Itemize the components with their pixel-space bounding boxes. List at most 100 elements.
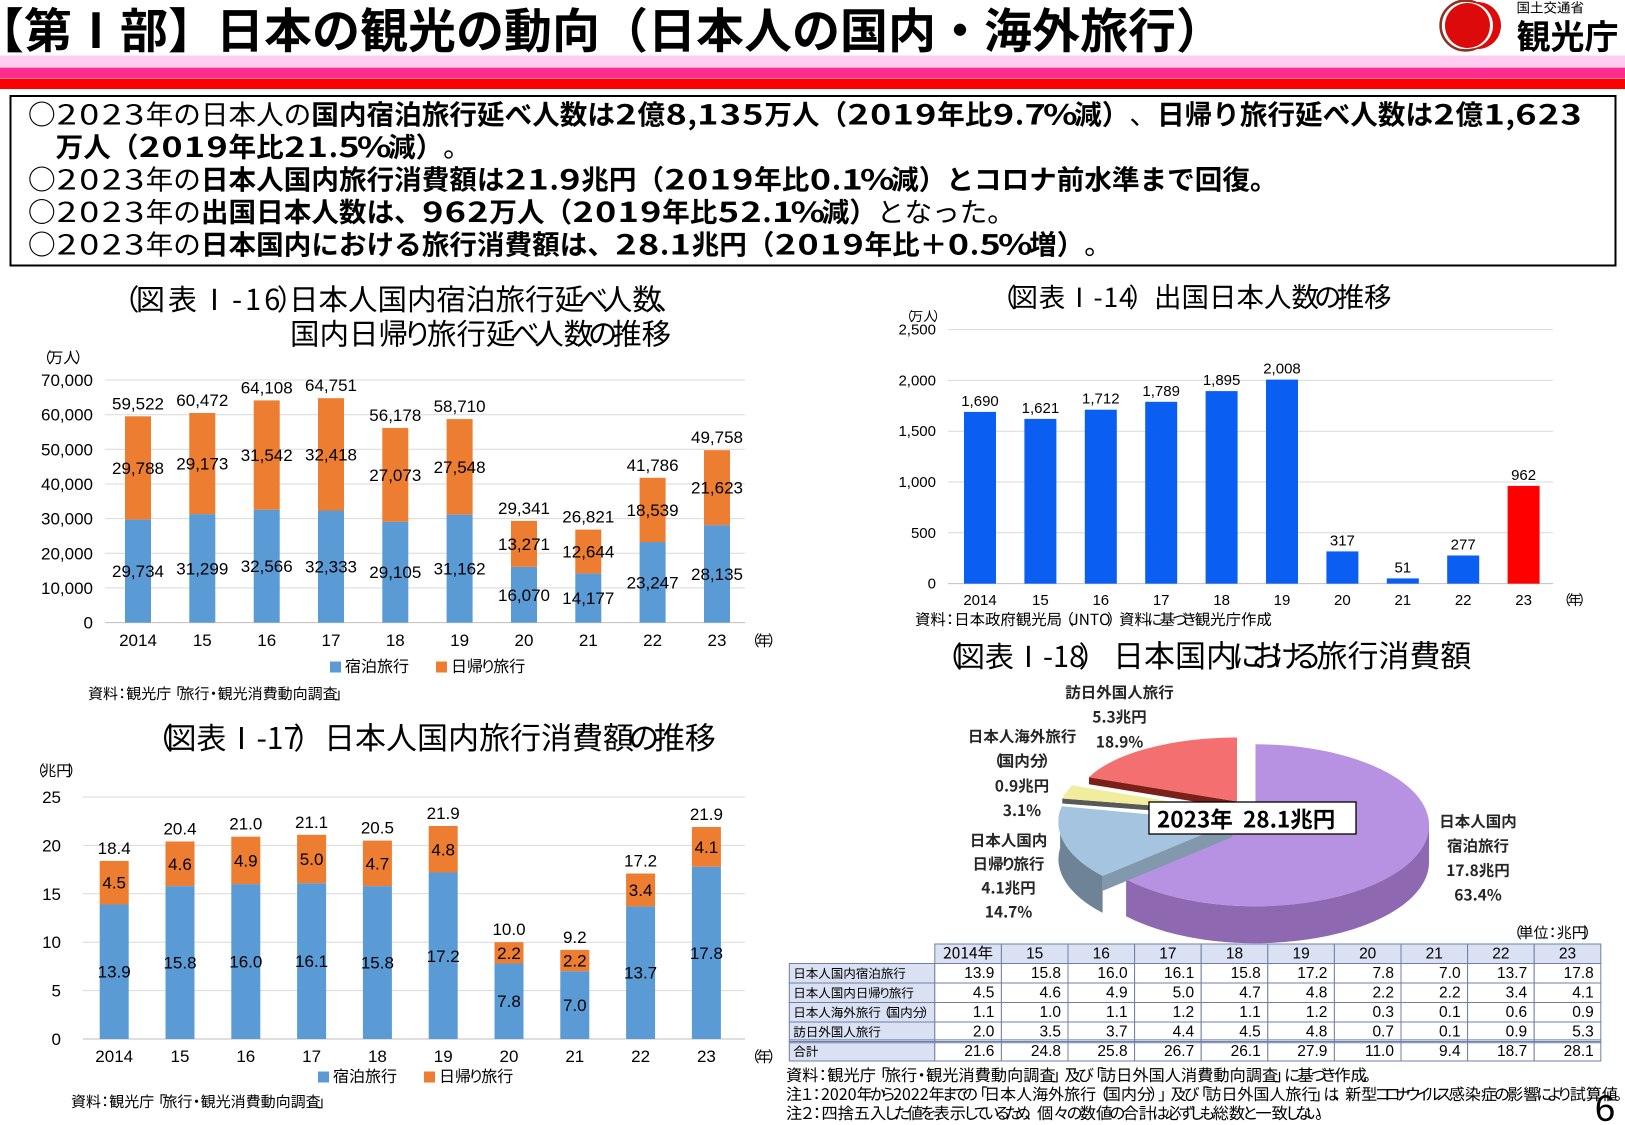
svg-text:4.9: 4.9 <box>234 851 258 870</box>
svg-text:5.3: 5.3 <box>1572 1024 1594 1041</box>
svg-text:20: 20 <box>1334 592 1351 609</box>
svg-text:7.0: 7.0 <box>563 996 587 1015</box>
svg-text:317: 317 <box>1330 532 1355 549</box>
svg-text:15.8: 15.8 <box>1231 965 1261 982</box>
svg-text:2.2: 2.2 <box>1372 985 1394 1002</box>
svg-text:9.2: 9.2 <box>563 928 587 947</box>
svg-text:1.2: 1.2 <box>1306 1004 1328 1021</box>
svg-text:13.9: 13.9 <box>964 965 994 982</box>
svg-text:0.7: 0.7 <box>1372 1024 1394 1041</box>
svg-text:4.1: 4.1 <box>1572 985 1594 1002</box>
svg-text:16.1: 16.1 <box>1164 965 1194 982</box>
svg-text:19: 19 <box>450 631 469 650</box>
svg-text:21: 21 <box>579 631 598 650</box>
svg-text:0.3: 0.3 <box>1372 1004 1394 1021</box>
svg-text:31,299: 31,299 <box>176 559 228 578</box>
svg-text:16.0: 16.0 <box>229 953 262 972</box>
svg-text:2014: 2014 <box>95 1047 133 1066</box>
svg-text:1,000: 1,000 <box>898 474 936 491</box>
svg-text:0.9: 0.9 <box>1572 1004 1594 1021</box>
svg-text:2,008: 2,008 <box>1263 361 1301 378</box>
svg-text:1,690: 1,690 <box>961 393 999 410</box>
svg-text:7.8: 7.8 <box>497 992 521 1011</box>
svg-text:2.2: 2.2 <box>563 952 587 971</box>
svg-text:20: 20 <box>500 1047 519 1066</box>
svg-text:21.9: 21.9 <box>427 804 460 823</box>
svg-text:17.8: 17.8 <box>1564 965 1594 982</box>
svg-text:21: 21 <box>1394 592 1411 609</box>
svg-text:16.0: 16.0 <box>1097 965 1128 982</box>
svg-text:0.6: 0.6 <box>1506 1004 1528 1021</box>
svg-text:15: 15 <box>1032 592 1049 609</box>
svg-text:20.4: 20.4 <box>163 820 196 839</box>
svg-text:15: 15 <box>171 1047 190 1066</box>
svg-text:60,000: 60,000 <box>41 406 93 425</box>
svg-text:1.1: 1.1 <box>973 1004 995 1021</box>
svg-text:32,418: 32,418 <box>305 445 357 464</box>
svg-text:26.7: 26.7 <box>1164 1043 1194 1060</box>
svg-text:32,333: 32,333 <box>305 558 357 577</box>
svg-text:26.1: 26.1 <box>1231 1043 1261 1060</box>
svg-text:29,173: 29,173 <box>176 455 228 474</box>
svg-text:2,000: 2,000 <box>898 372 936 389</box>
svg-text:21: 21 <box>565 1047 584 1066</box>
svg-text:13.9: 13.9 <box>98 963 131 982</box>
svg-text:23,247: 23,247 <box>627 573 679 592</box>
svg-text:31,542: 31,542 <box>241 446 293 465</box>
svg-text:3.5: 3.5 <box>1039 1024 1061 1041</box>
svg-text:2.0: 2.0 <box>973 1024 995 1041</box>
svg-text:58,710: 58,710 <box>434 397 486 416</box>
svg-text:22: 22 <box>1455 592 1472 609</box>
svg-text:4.6: 4.6 <box>168 855 192 874</box>
svg-text:10.0: 10.0 <box>492 920 525 939</box>
svg-text:3.4: 3.4 <box>1506 985 1528 1002</box>
svg-text:1,789: 1,789 <box>1142 383 1180 400</box>
svg-text:15: 15 <box>193 631 212 650</box>
svg-text:500: 500 <box>911 525 936 542</box>
svg-text:20: 20 <box>515 631 534 650</box>
svg-text:16: 16 <box>257 631 276 650</box>
svg-text:29,734: 29,734 <box>112 562 164 581</box>
svg-text:13,271: 13,271 <box>498 535 550 554</box>
svg-text:18: 18 <box>368 1047 387 1066</box>
svg-text:1.0: 1.0 <box>1039 1004 1061 1021</box>
svg-text:20: 20 <box>1359 946 1377 963</box>
svg-text:4.6: 4.6 <box>1039 985 1061 1002</box>
svg-text:22: 22 <box>643 631 662 650</box>
svg-text:1.1: 1.1 <box>1106 1004 1128 1021</box>
svg-text:0: 0 <box>84 614 93 633</box>
svg-text:19: 19 <box>1292 946 1309 963</box>
svg-text:21,623: 21,623 <box>691 479 743 498</box>
svg-text:1,895: 1,895 <box>1203 372 1241 389</box>
svg-text:18: 18 <box>1226 946 1243 963</box>
svg-text:4.8: 4.8 <box>1306 1024 1328 1041</box>
svg-text:10: 10 <box>42 933 61 952</box>
svg-text:17.2: 17.2 <box>427 947 460 966</box>
svg-text:3.4: 3.4 <box>629 881 653 900</box>
svg-text:18: 18 <box>386 631 405 650</box>
svg-text:6: 6 <box>1595 1088 1616 1125</box>
svg-text:17: 17 <box>1159 946 1176 963</box>
svg-text:23: 23 <box>1515 592 1532 609</box>
svg-text:16: 16 <box>236 1047 255 1066</box>
svg-text:17.8: 17.8 <box>690 944 723 963</box>
svg-text:21: 21 <box>1426 946 1443 963</box>
svg-text:18,539: 18,539 <box>627 501 679 520</box>
svg-text:4.5: 4.5 <box>1239 1024 1261 1041</box>
svg-text:16,070: 16,070 <box>498 586 550 605</box>
svg-text:7.0: 7.0 <box>1439 965 1461 982</box>
svg-text:11.0: 11.0 <box>1365 1043 1394 1060</box>
svg-text:15.8: 15.8 <box>163 954 196 973</box>
svg-text:27,548: 27,548 <box>434 458 486 477</box>
svg-text:27.9: 27.9 <box>1297 1043 1327 1060</box>
svg-text:31,162: 31,162 <box>434 560 486 579</box>
svg-text:15.8: 15.8 <box>1031 965 1061 982</box>
svg-text:18.7: 18.7 <box>1497 1043 1527 1060</box>
svg-text:19: 19 <box>1274 592 1291 609</box>
svg-text:9.4: 9.4 <box>1439 1043 1461 1060</box>
svg-text:25: 25 <box>42 788 61 807</box>
svg-text:15: 15 <box>1026 946 1043 963</box>
svg-text:23: 23 <box>1559 946 1576 963</box>
svg-text:0: 0 <box>52 1030 61 1049</box>
svg-text:24.8: 24.8 <box>1031 1043 1061 1060</box>
